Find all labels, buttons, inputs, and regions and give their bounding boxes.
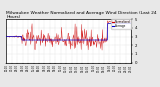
Legend: Normalized, Average: Normalized, Average bbox=[111, 19, 131, 29]
Text: Milwaukee Weather Normalized and Average Wind Direction (Last 24 Hours): Milwaukee Weather Normalized and Average… bbox=[6, 11, 157, 19]
